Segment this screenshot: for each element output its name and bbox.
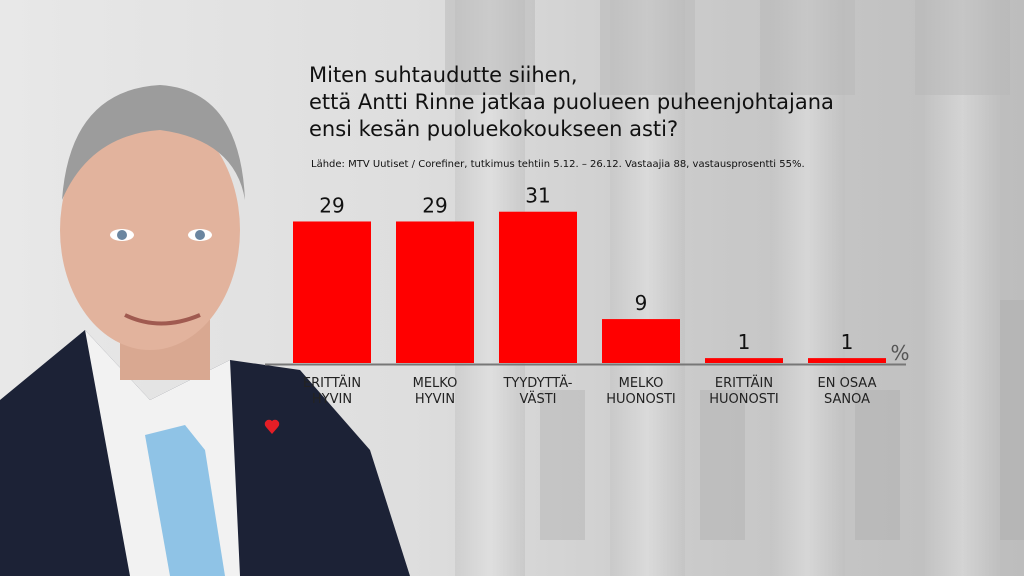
category-label: MELKO (619, 376, 664, 391)
bar (808, 358, 886, 363)
chart-title: Miten suhtaudutte siihen, että Antti Rin… (309, 62, 834, 143)
person-photo (0, 85, 410, 576)
title-line: Miten suhtaudutte siihen, (309, 63, 578, 87)
category-label: SANOA (824, 392, 870, 407)
category-label: VÄSTI (520, 391, 557, 407)
bar (705, 358, 783, 363)
bar (293, 221, 371, 363)
category-label: EN OSAA (818, 376, 877, 391)
category-label: TYYDYTTÄ- (502, 375, 572, 391)
bar (602, 319, 680, 363)
category-label: HUONOSTI (606, 392, 676, 407)
data-label: 1 (738, 330, 751, 354)
title-line: ensi kesän puoluekokoukseen asti? (309, 117, 679, 141)
category-label: ERITTÄIN (303, 375, 361, 391)
category-label: MELKO (413, 376, 458, 391)
category-label: ERITTÄIN (715, 375, 773, 391)
category-label: HYVIN (312, 392, 352, 407)
data-label: 31 (525, 184, 550, 208)
category-label: HUONOSTI (709, 392, 779, 407)
data-label: 1 (841, 330, 854, 354)
data-label: 29 (422, 193, 447, 217)
data-label: 9 (635, 291, 648, 315)
bar (396, 221, 474, 363)
data-label: 29 (319, 193, 344, 217)
title-line: että Antti Rinne jatkaa puolueen puheenj… (309, 90, 834, 114)
bar (499, 211, 577, 363)
unit-label: % (890, 341, 909, 365)
category-label: HYVIN (415, 392, 455, 407)
heart-pin-icon (264, 419, 280, 434)
source-note: Lähde: MTV Uutiset / Corefiner, tutkimus… (311, 159, 805, 170)
